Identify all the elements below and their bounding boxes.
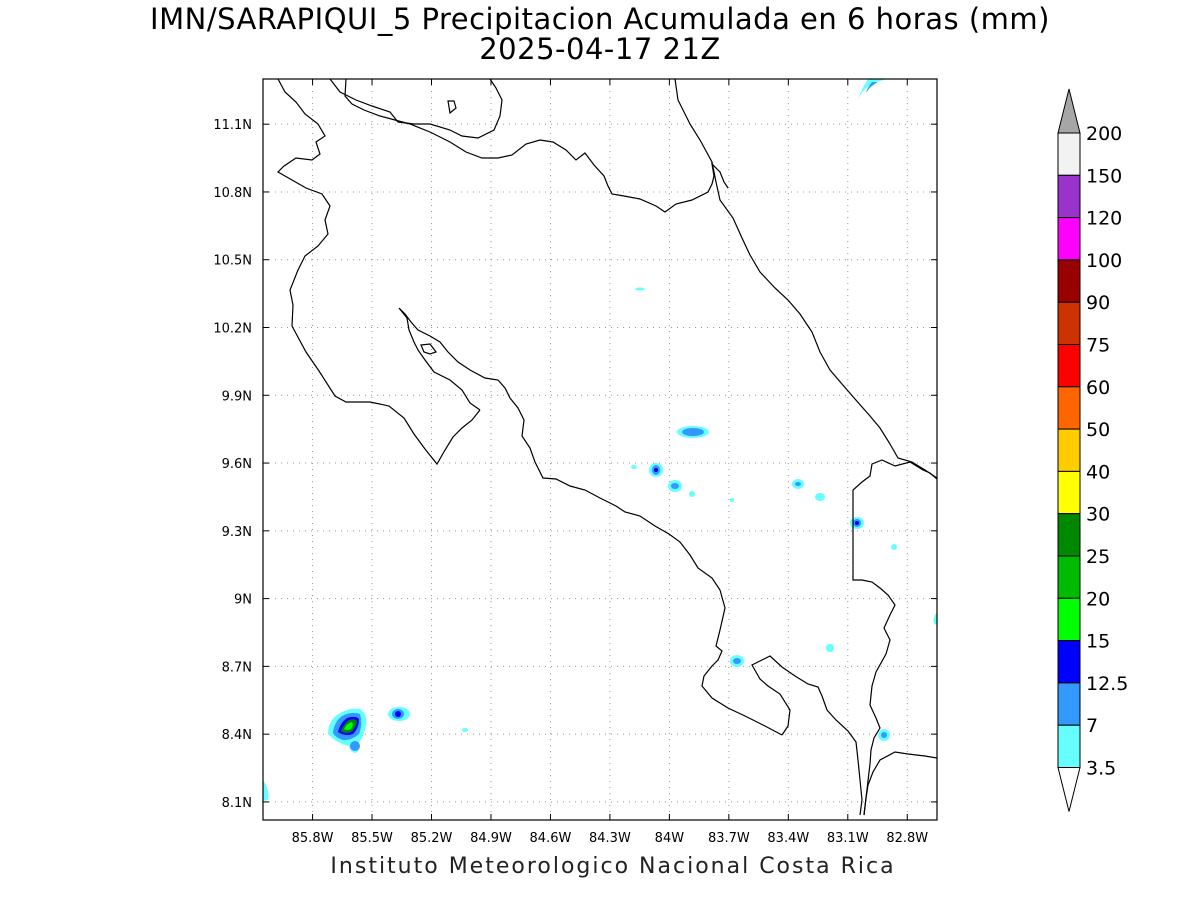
colorbar-top-arrow: [1057, 88, 1081, 134]
colorbar-swatch: [1057, 344, 1081, 388]
x-tick-label: 83.7W: [708, 831, 750, 846]
colorbar-level-label: 90: [1086, 292, 1110, 314]
y-tick-label: 10.8N: [213, 186, 252, 201]
map-title: IMN/SARAPIQUI_5 Precipitacion Acumulada …: [150, 2, 1050, 36]
x-tick-label: 83.4W: [767, 831, 809, 846]
colorbar-swatch: [1057, 132, 1081, 176]
colorbar-swatch: [1057, 259, 1081, 303]
colorbar-level-label: 120: [1086, 208, 1122, 230]
colorbar-swatch: [1057, 386, 1081, 430]
y-tick-label: 10.5N: [213, 254, 252, 269]
colorbar-swatch: [1057, 513, 1081, 557]
colorbar-swatch: [1057, 682, 1081, 726]
x-tick-label: 84.9W: [470, 831, 512, 846]
colorbar-level-label: 7: [1086, 715, 1098, 737]
colorbar-swatch: [1057, 470, 1081, 515]
x-axis-longitude: 85.8W 85.5W 85.2W 84.9W 84.6W 84.3W 84W 83.7W 83…: [292, 79, 928, 846]
colorbar-level-label: 200: [1086, 123, 1122, 145]
y-tick-label: 8.4N: [222, 728, 252, 743]
map-frame: [262, 78, 938, 821]
colorbar-level-label: 150: [1086, 165, 1122, 187]
colorbar-swatch: [1057, 555, 1081, 599]
colorbar-level-label: 20: [1086, 588, 1110, 610]
colorbar-level-label: 3.5: [1086, 758, 1116, 780]
y-axis-latitude: 11.1N 10.8N 10.5N 10.2N 9.9N 9.6N 9.3N 9N 8.7N 8.…: [213, 118, 937, 811]
colorbar-swatch: [1057, 724, 1081, 769]
precip-area-ne-top: [858, 79, 887, 100]
coastline-and-borders: [277, 79, 937, 816]
colorbar-level-label: 50: [1086, 419, 1110, 441]
x-tick-label: 84.3W: [589, 831, 631, 846]
colorbar-swatch: [1057, 428, 1081, 472]
x-tick-label: 85.5W: [351, 831, 393, 846]
map-subtitle-datetime: 2025-04-17 21Z: [479, 32, 721, 66]
colorbar-level-label: 40: [1086, 461, 1110, 483]
colorbar-swatch: [1057, 217, 1081, 261]
colorbar-swatch: [1057, 640, 1081, 684]
colorbar-level-label: 25: [1086, 546, 1110, 568]
x-tick-label: 85.2W: [411, 831, 453, 846]
colorbar-level-label: 60: [1086, 377, 1110, 399]
y-tick-label: 9.3N: [222, 525, 252, 540]
y-tick-label: 9.6N: [222, 457, 252, 472]
colorbar-level-label: 30: [1086, 504, 1110, 526]
credit-institution: Instituto Meteorologico Nacional Costa R…: [330, 854, 896, 879]
map-plot-area: [263, 79, 937, 820]
colorbar-bottom-arrow: [1057, 767, 1081, 812]
y-tick-label: 9N: [234, 593, 252, 608]
x-tick-label: 83.1W: [827, 831, 869, 846]
colorbar-swatch: [1057, 597, 1081, 642]
colorbar-level-label: 12.5: [1086, 673, 1128, 695]
colorbar-level-label: 15: [1086, 631, 1110, 653]
y-tick-label: 11.1N: [213, 118, 252, 133]
y-tick-label: 8.7N: [222, 660, 252, 675]
colorbar-legend: 200 150 120 100 90 75 60 50 40 30 25 20 15 12.5 7 3.5: [1057, 88, 1128, 812]
colorbar-level-label: 75: [1086, 335, 1110, 357]
x-tick-label: 82.8W: [886, 831, 928, 846]
x-tick-label: 84W: [655, 831, 685, 846]
precipitation-contours: [263, 79, 937, 801]
colorbar-level-label: 100: [1086, 250, 1122, 272]
colorbar-swatch: [1057, 174, 1081, 219]
x-tick-label: 85.8W: [292, 831, 334, 846]
map-grid: [263, 79, 937, 820]
y-tick-label: 8.1N: [222, 796, 252, 811]
x-tick-label: 84.6W: [530, 831, 572, 846]
y-tick-label: 10.2N: [213, 322, 252, 337]
colorbar-swatch: [1057, 301, 1081, 346]
y-tick-label: 9.9N: [222, 389, 252, 404]
